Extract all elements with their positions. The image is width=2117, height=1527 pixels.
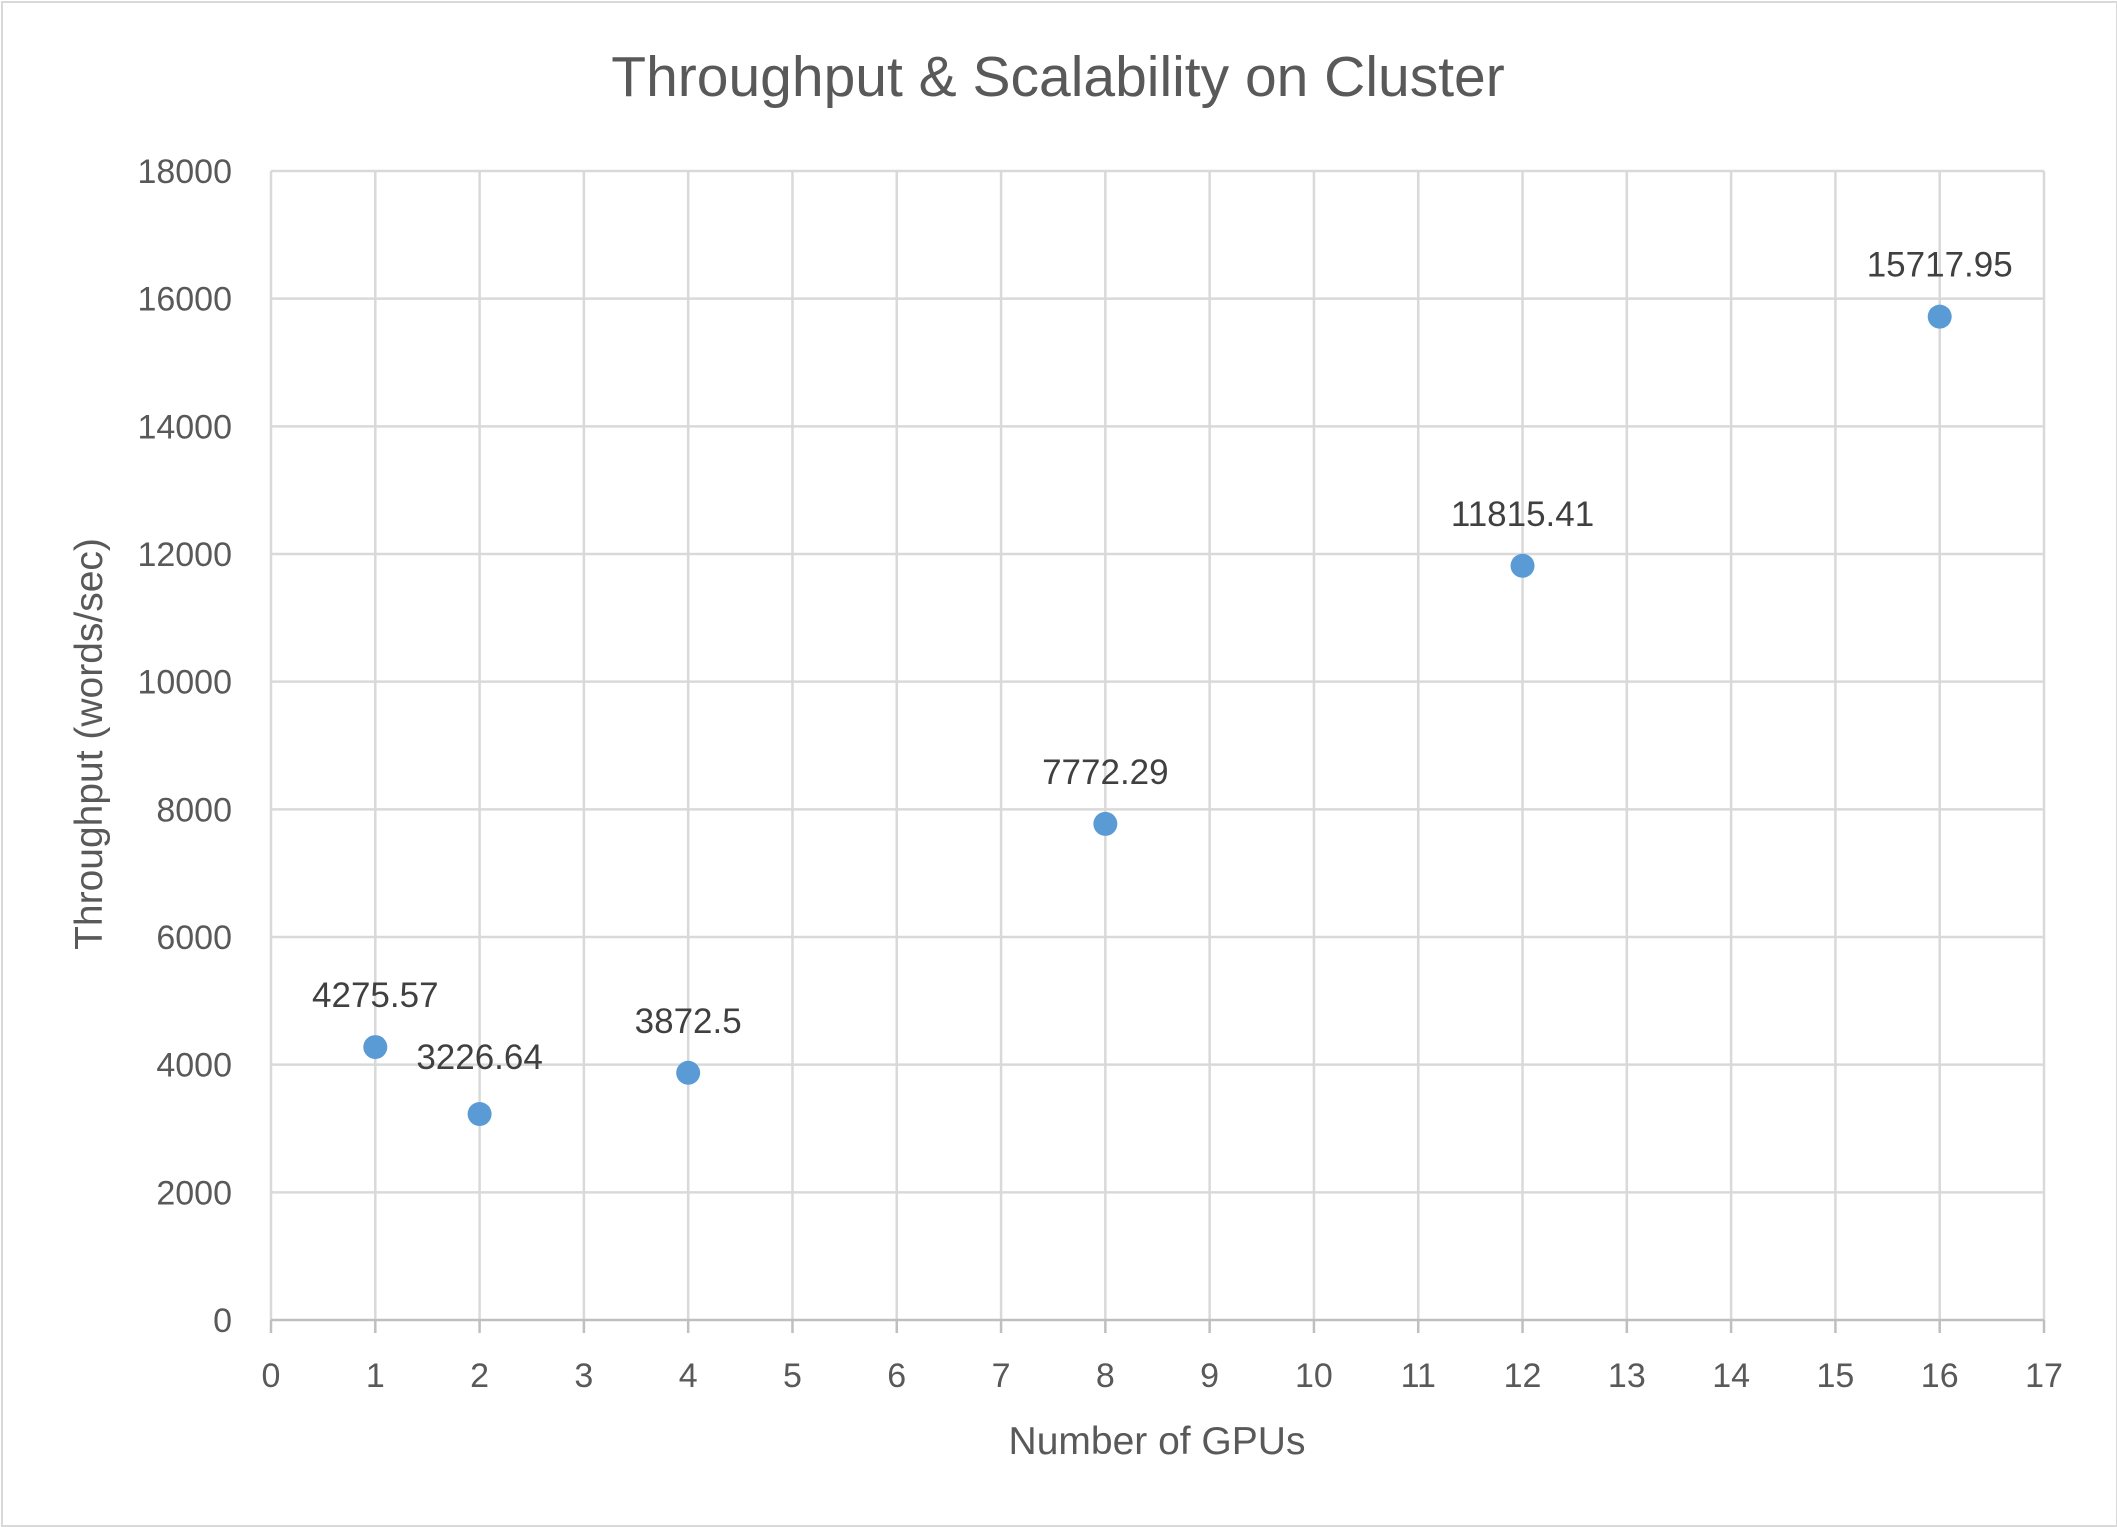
y-axis-ticks: 0 2000 4000 6000 8000 10000 12000 14000 16000 180… (137, 153, 232, 1340)
x-tick-label: 12 (1504, 1357, 1542, 1395)
data-label: 3872.5 (635, 1002, 742, 1041)
x-tick-label: 1 (366, 1357, 385, 1395)
y-tick-label: 14000 (137, 408, 232, 446)
x-axis-ticks: 0 1 2 3 4 5 6 7 8 9 10 11 12 13 14 15 16 17 (262, 1357, 2063, 1395)
axes (269, 1318, 2046, 1333)
data-point (1927, 304, 1952, 329)
y-tick-label: 12000 (137, 536, 232, 574)
y-axis-title: Throughput (words/sec) (68, 538, 111, 950)
data-point (1510, 553, 1535, 578)
gridlines (269, 169, 2046, 1320)
y-tick-label: 4000 (156, 1047, 232, 1085)
x-tick-label: 2 (470, 1357, 489, 1395)
y-tick-label: 16000 (137, 281, 232, 319)
data-label: 3226.64 (416, 1038, 543, 1077)
x-tick-label: 6 (887, 1357, 906, 1395)
x-tick-label: 5 (783, 1357, 802, 1395)
y-tick-label: 0 (213, 1302, 232, 1340)
data-labels: 4275.57 3226.64 3872.5 7772.29 11815.41 15717… (312, 246, 2013, 1077)
x-axis-title: Number of GPUs (1009, 1420, 1306, 1463)
x-tick-label: 4 (679, 1357, 698, 1395)
chart-title: Throughput & Scalability on Cluster (611, 45, 1504, 109)
x-tick-label: 10 (1295, 1357, 1333, 1395)
y-tick-label: 2000 (156, 1174, 232, 1212)
data-points (363, 304, 1952, 1127)
x-tick-label: 11 (1401, 1357, 1436, 1395)
x-tick-label: 16 (1921, 1357, 1959, 1395)
data-point (467, 1102, 492, 1127)
data-point (363, 1035, 388, 1060)
data-point (676, 1060, 701, 1085)
x-tick-label: 0 (262, 1357, 281, 1395)
x-tick-label: 9 (1200, 1357, 1219, 1395)
data-label: 11815.41 (1451, 495, 1594, 534)
x-tick-label: 3 (574, 1357, 593, 1395)
x-tick-label: 14 (1712, 1357, 1750, 1395)
data-label: 15717.95 (1867, 246, 2013, 285)
y-tick-label: 18000 (137, 153, 232, 191)
x-tick-label: 17 (2025, 1357, 2063, 1395)
y-tick-label: 10000 (137, 664, 232, 702)
x-tick-label: 15 (1816, 1357, 1854, 1395)
data-point (1093, 811, 1118, 836)
data-label: 4275.57 (312, 976, 439, 1015)
data-label: 7772.29 (1042, 753, 1169, 792)
y-tick-label: 6000 (156, 919, 232, 957)
x-tick-label: 7 (992, 1357, 1011, 1395)
x-tick-label: 13 (1608, 1357, 1646, 1395)
x-tick-label: 8 (1096, 1357, 1115, 1395)
y-tick-label: 8000 (156, 791, 232, 829)
